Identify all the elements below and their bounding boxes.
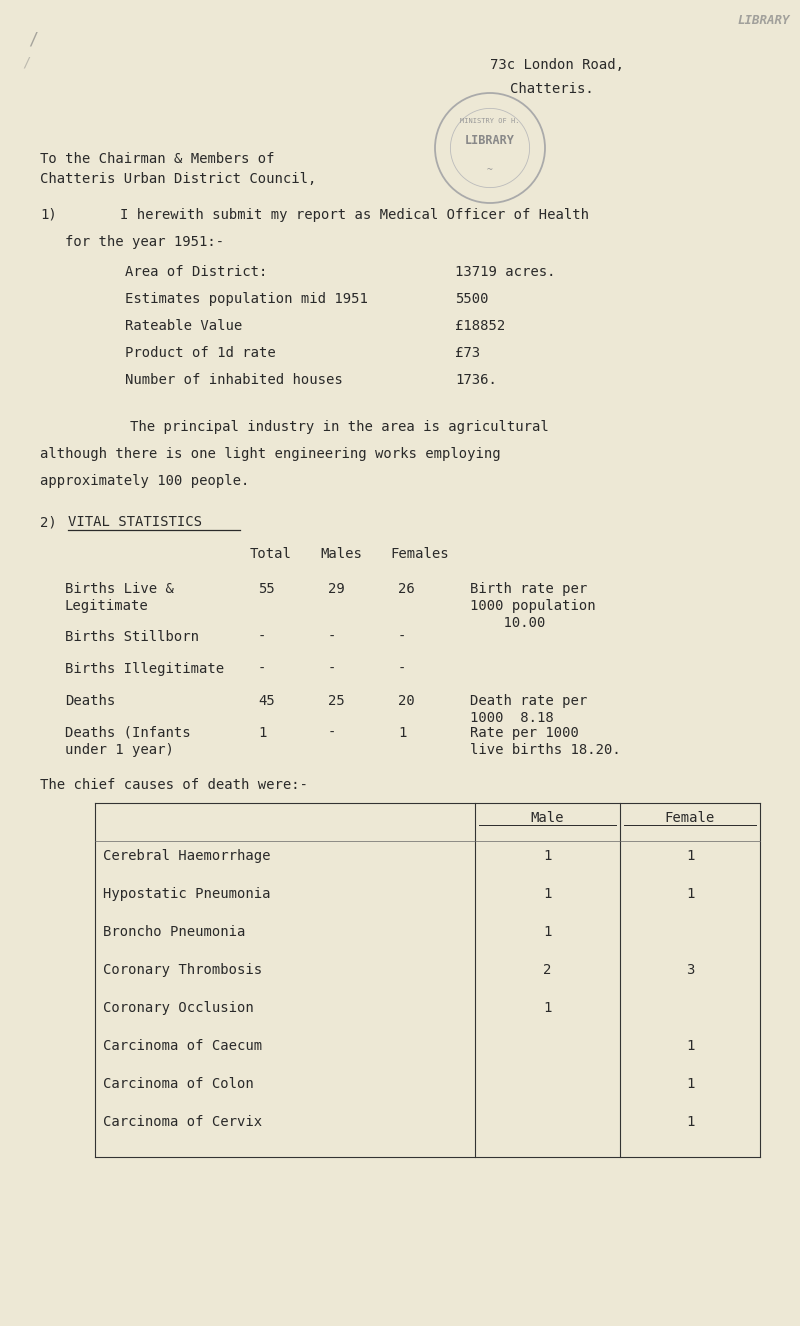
Text: Cerebral Haemorrhage: Cerebral Haemorrhage [103,849,270,863]
Text: Legitimate: Legitimate [65,599,149,613]
Text: I herewith submit my report as Medical Officer of Health: I herewith submit my report as Medical O… [120,208,589,221]
Text: 1000 population: 1000 population [470,599,596,613]
Text: 73c London Road,: 73c London Road, [490,58,624,72]
Text: 1: 1 [543,1001,552,1014]
Text: Rateable Value: Rateable Value [125,320,242,333]
Text: /: / [22,54,30,69]
Text: 1736.: 1736. [455,373,497,387]
Text: Birth rate per: Birth rate per [470,582,587,595]
Text: The principal industry in the area is agricultural: The principal industry in the area is ag… [130,420,549,434]
Text: Chatteris.: Chatteris. [510,82,594,95]
Text: Death rate per: Death rate per [470,693,587,708]
Text: £18852: £18852 [455,320,506,333]
Text: -: - [258,630,266,644]
Text: under 1 year): under 1 year) [65,743,174,757]
Text: £73: £73 [455,346,480,359]
Text: approximately 100 people.: approximately 100 people. [40,473,250,488]
Text: 1000  8.18: 1000 8.18 [470,711,554,725]
Text: Area of District:: Area of District: [125,265,267,278]
Text: Coronary Occlusion: Coronary Occlusion [103,1001,254,1014]
Text: 1: 1 [686,1115,694,1128]
Text: Carcinoma of Caecum: Carcinoma of Caecum [103,1040,262,1053]
Text: Rate per 1000: Rate per 1000 [470,727,579,740]
Text: Males: Males [320,548,362,561]
Text: Births Illegitimate: Births Illegitimate [65,662,224,676]
Text: 1: 1 [543,887,552,900]
Text: 1): 1) [40,208,57,221]
Text: 10.00: 10.00 [470,617,546,630]
Text: -: - [258,662,266,676]
Text: Deaths: Deaths [65,693,115,708]
Text: 1: 1 [543,926,552,939]
Text: Chatteris Urban District Council,: Chatteris Urban District Council, [40,172,316,186]
Text: 29: 29 [328,582,345,595]
Text: Male: Male [530,812,564,825]
Text: Female: Female [665,812,715,825]
Text: MINISTRY OF H.: MINISTRY OF H. [460,118,520,125]
Text: -: - [328,630,336,644]
Text: 1: 1 [543,849,552,863]
Text: Coronary Thrombosis: Coronary Thrombosis [103,963,262,977]
Text: 2: 2 [543,963,552,977]
Text: 1: 1 [686,887,694,900]
Text: 1: 1 [258,727,266,740]
Text: 2): 2) [40,514,57,529]
Text: 25: 25 [328,693,345,708]
Text: 1: 1 [686,1040,694,1053]
Text: 45: 45 [258,693,274,708]
Text: Estimates population mid 1951: Estimates population mid 1951 [125,292,368,306]
Text: Carcinoma of Colon: Carcinoma of Colon [103,1077,254,1091]
Text: 1: 1 [398,727,406,740]
Text: VITAL STATISTICS: VITAL STATISTICS [68,514,202,529]
Text: 55: 55 [258,582,274,595]
Text: 1: 1 [686,1077,694,1091]
Text: /: / [28,30,38,48]
Text: Deaths (Infants: Deaths (Infants [65,727,190,740]
Text: -: - [328,662,336,676]
Text: Births Stillborn: Births Stillborn [65,630,199,644]
Text: LIBRARY: LIBRARY [738,15,790,27]
Text: Hypostatic Pneumonia: Hypostatic Pneumonia [103,887,270,900]
Text: -: - [398,630,406,644]
Text: although there is one light engineering works employing: although there is one light engineering … [40,447,501,461]
Text: 13719 acres.: 13719 acres. [455,265,555,278]
Text: Carcinoma of Cervix: Carcinoma of Cervix [103,1115,262,1128]
Text: Females: Females [390,548,449,561]
Text: To the Chairman & Members of: To the Chairman & Members of [40,152,274,166]
Text: ~: ~ [487,164,493,175]
Text: Product of 1d rate: Product of 1d rate [125,346,276,359]
Text: live births 18.20.: live births 18.20. [470,743,621,757]
Text: 20: 20 [398,693,414,708]
Text: Total: Total [250,548,292,561]
Text: 26: 26 [398,582,414,595]
Text: 1: 1 [686,849,694,863]
Text: for the year 1951:-: for the year 1951:- [65,235,224,249]
Text: 5500: 5500 [455,292,489,306]
Text: -: - [328,727,336,740]
Text: LIBRARY: LIBRARY [465,134,515,146]
Text: The chief causes of death were:-: The chief causes of death were:- [40,778,308,792]
Text: -: - [398,662,406,676]
Text: Births Live &: Births Live & [65,582,174,595]
Text: 3: 3 [686,963,694,977]
Text: Broncho Pneumonia: Broncho Pneumonia [103,926,246,939]
Text: Number of inhabited houses: Number of inhabited houses [125,373,342,387]
